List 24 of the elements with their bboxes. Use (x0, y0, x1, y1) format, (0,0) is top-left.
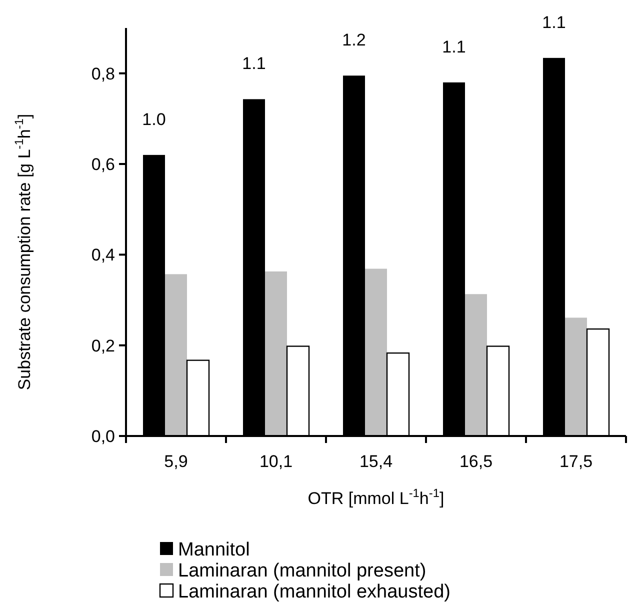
x-tick-label: 10,1 (259, 452, 293, 471)
x-tick-label: 15,4 (359, 452, 393, 471)
legend-label: Mannitol (178, 540, 250, 561)
bar (565, 318, 587, 436)
y-tick-label: 0,8 (91, 64, 115, 84)
annotation: 1.1 (242, 54, 266, 74)
bar (165, 274, 187, 436)
legend-label: Laminaran (mannitol exhausted) (178, 582, 450, 603)
x-tick-label: 5,9 (164, 452, 188, 471)
y-tick-label: 0,0 (91, 426, 115, 446)
bar (265, 271, 287, 436)
y-tick-label: 0,6 (91, 154, 115, 174)
bar (365, 268, 387, 436)
annotation: 1.1 (442, 37, 466, 56)
annotation: 1.1 (542, 12, 566, 32)
bar (465, 294, 487, 436)
x-tick-label: 17,5 (559, 452, 593, 471)
y-tick-label: 0,4 (91, 246, 115, 265)
annotation: 1.2 (342, 30, 366, 50)
y-tick-label: 0,2 (91, 336, 115, 356)
x-axis-title: OTR [mmol L$^{-1}$h$^{-1}$] (308, 486, 444, 508)
x-tick-label: 16,5 (459, 452, 493, 471)
annotation: 1.0 (142, 110, 166, 129)
legend-label: Laminaran (mannitol present) (178, 560, 426, 582)
